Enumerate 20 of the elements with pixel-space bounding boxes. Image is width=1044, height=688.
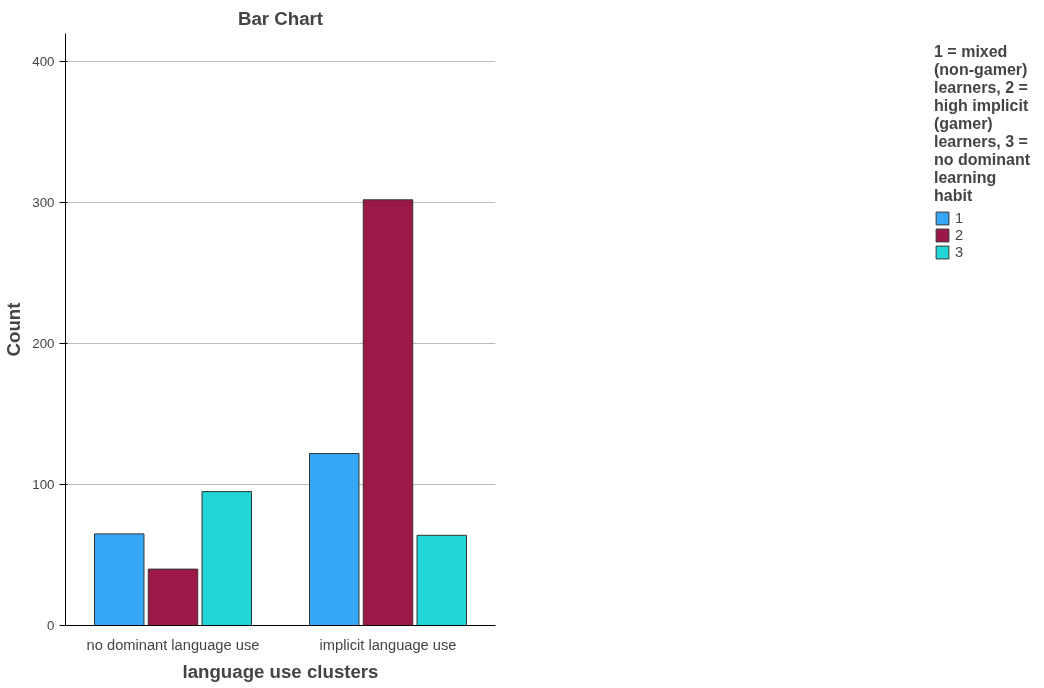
- legend-label: 1: [955, 210, 965, 226]
- legend-label: 2: [955, 227, 965, 243]
- bar: [147, 568, 199, 626]
- bar: [309, 453, 360, 626]
- y-tick-label: 400: [32, 54, 55, 70]
- x-tick-label: no dominant language use: [86, 636, 260, 653]
- bar: [94, 533, 145, 626]
- y-tick-label: 0: [47, 618, 55, 633]
- x-axis-title: language use clusters: [182, 660, 379, 682]
- bar: [416, 534, 467, 626]
- bar: [201, 491, 252, 626]
- y-axis-title: Count: [3, 302, 25, 357]
- x-tick-label: implicit language use: [319, 636, 457, 653]
- y-tick-label: 300: [32, 195, 55, 211]
- text: 1 = mixed (non-gamer) learners, 2 = high implicit (gamer) learners, 3 = no dominant learning habit: [934, 43, 1030, 204]
- chart-title: Bar Chart: [238, 7, 324, 29]
- y-tick-label: 100: [32, 477, 55, 493]
- y-tick-label: 200: [32, 336, 55, 352]
- legend-label: 3: [955, 244, 965, 260]
- bar: [362, 199, 414, 626]
